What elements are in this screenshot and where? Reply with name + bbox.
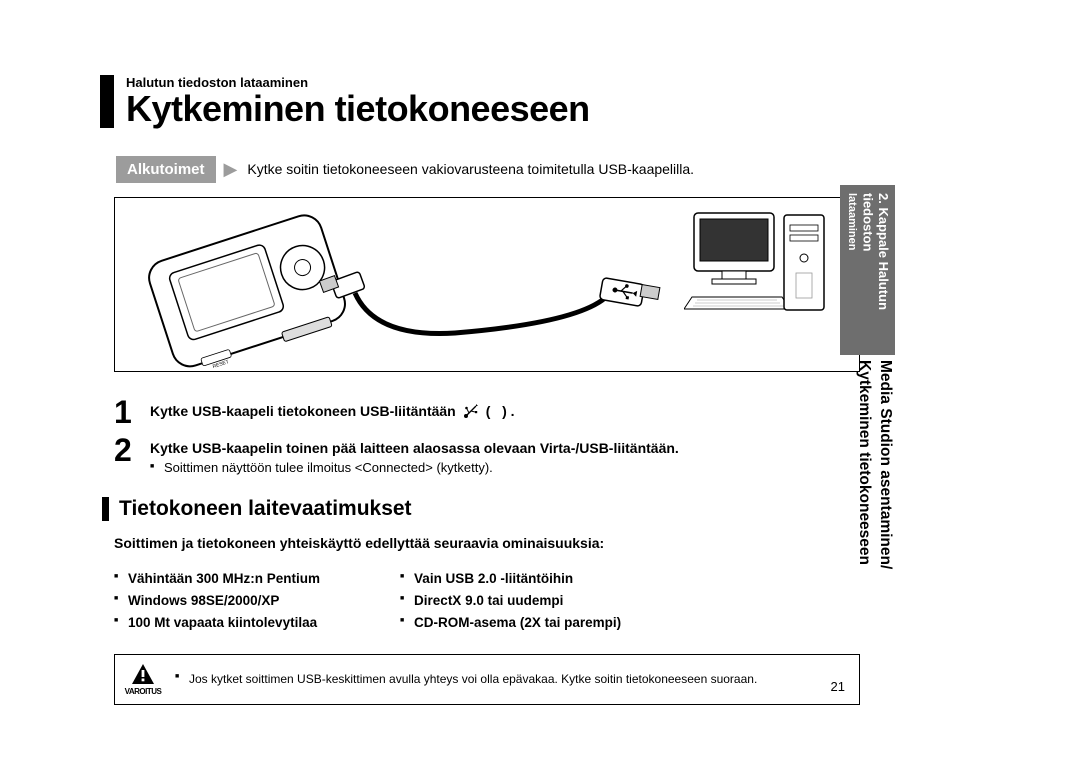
chevron-right-icon: ▶ xyxy=(224,159,238,180)
req-item: Vain USB 2.0 -liitäntöihin xyxy=(400,571,621,586)
side-text-1: Media Studion asentaminen/ xyxy=(877,360,894,569)
connection-illustration: RESET xyxy=(114,197,860,372)
section-intro: Soittimen ja tietokoneen yhteiskäyttö ed… xyxy=(114,535,860,551)
section-title: Tietokoneen laitevaatimukset xyxy=(119,497,412,521)
step-2: 2 Kytke USB-kaapelin toinen pää laitteen… xyxy=(114,434,860,475)
step-2-text: Kytke USB-kaapelin toinen pää laitteen a… xyxy=(150,440,860,456)
chapter-tab-num: 2. Kappale xyxy=(876,193,891,258)
warning-badge: VAROITUS xyxy=(123,663,163,696)
warning-label: VAROITUS xyxy=(125,687,162,696)
side-section-label: Media Studion asentaminen/ Kytkeminen ti… xyxy=(853,360,895,610)
page-header: Halutun tiedoston lataaminen Kytkeminen … xyxy=(100,75,860,128)
step-text: Kytke USB-kaapeli tietokoneen USB-liitän… xyxy=(150,402,860,420)
section-accent-bar xyxy=(102,497,109,521)
req-item: 100 Mt vapaata kiintolevytilaa xyxy=(114,615,320,630)
step-number: 1 xyxy=(114,396,144,428)
step-number: 2 xyxy=(114,434,144,466)
step-1-text: Kytke USB-kaapeli tietokoneen USB-liitän… xyxy=(150,403,456,419)
chapter-tab-content: 2. Kappale Halutun tiedostonlataaminen xyxy=(840,185,895,355)
page-number: 21 xyxy=(831,679,845,694)
side-text-2: Kytkeminen tietokoneeseen xyxy=(856,360,873,565)
requirements-col-left: Vähintään 300 MHz:n Pentium Windows 98SE… xyxy=(114,571,320,630)
warning-text: Jos kytket soittimen USB-keskittimen avu… xyxy=(175,672,845,686)
warning-triangle-icon xyxy=(131,663,155,685)
requirements-col-right: Vain USB 2.0 -liitäntöihin DirectX 9.0 t… xyxy=(400,571,621,630)
requirements-header: Tietokoneen laitevaatimukset xyxy=(102,497,860,521)
usb-cable-icon xyxy=(315,248,685,368)
usb-icon xyxy=(462,402,480,420)
req-item: Windows 98SE/2000/XP xyxy=(114,593,320,608)
page-title: Kytkeminen tietokoneeseen xyxy=(126,90,590,128)
chapter-tab-sub: lataaminen xyxy=(846,193,858,250)
step-1: 1 Kytke USB-kaapeli tietokoneen USB-liit… xyxy=(114,396,860,428)
step-1-suffix: ( ) . xyxy=(486,403,515,419)
steps-list: 1 Kytke USB-kaapeli tietokoneen USB-liit… xyxy=(114,396,860,475)
warning-box: VAROITUS Jos kytket soittimen USB-keskit… xyxy=(114,654,860,705)
initial-label: Alkutoimet xyxy=(116,156,216,183)
initial-text: Kytke soitin tietokoneeseen vakiovaruste… xyxy=(247,161,694,177)
req-item: DirectX 9.0 tai uudempi xyxy=(400,593,621,608)
initial-instruction-row: Alkutoimet ▶ Kytke soitin tietokoneeseen… xyxy=(116,156,860,183)
req-item: Vähintään 300 MHz:n Pentium xyxy=(114,571,320,586)
req-item: CD-ROM-asema (2X tai parempi) xyxy=(400,615,621,630)
title-accent-bar xyxy=(100,75,114,128)
desktop-computer-icon xyxy=(684,203,834,333)
chapter-tab: 2. Kappale Halutun tiedostonlataaminen xyxy=(840,185,895,355)
requirements-columns: Vähintään 300 MHz:n Pentium Windows 98SE… xyxy=(114,571,860,630)
step-2-sub: Soittimen näyttöön tulee ilmoitus <Conne… xyxy=(150,460,860,475)
